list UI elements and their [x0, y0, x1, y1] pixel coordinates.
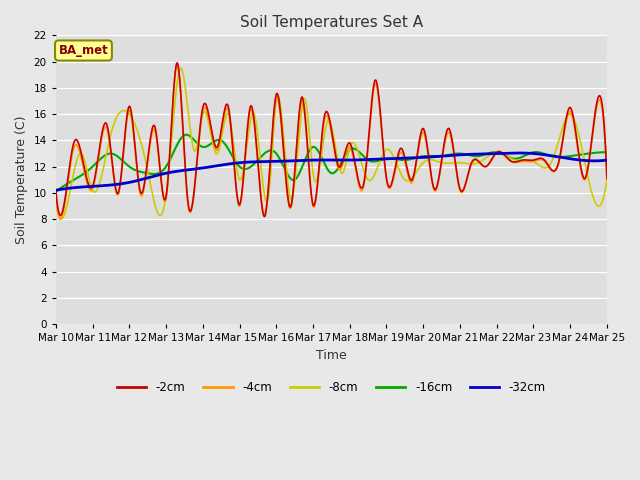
-2cm: [308, 195, 316, 201]
-4cm: [52, 194, 60, 200]
-8cm: [117, 108, 125, 114]
-2cm: [173, 60, 181, 66]
-4cm: [308, 196, 316, 202]
-2cm: [287, 204, 294, 210]
-32cm: [117, 181, 125, 187]
-32cm: [52, 187, 60, 193]
-4cm: [287, 205, 294, 211]
-2cm: [366, 116, 374, 122]
Line: -32cm: -32cm: [56, 153, 607, 190]
Text: BA_met: BA_met: [59, 44, 108, 57]
-32cm: [297, 157, 305, 163]
-32cm: [603, 157, 611, 163]
-16cm: [307, 145, 315, 151]
-16cm: [603, 149, 611, 155]
-32cm: [365, 156, 373, 162]
-32cm: [95, 183, 102, 189]
Title: Soil Temperatures Set A: Soil Temperatures Set A: [240, 15, 423, 30]
-16cm: [95, 158, 102, 164]
Y-axis label: Soil Temperature (C): Soil Temperature (C): [15, 116, 28, 244]
Line: -4cm: -4cm: [56, 66, 607, 219]
-32cm: [307, 157, 315, 163]
-16cm: [286, 175, 294, 181]
-2cm: [95, 152, 102, 158]
-8cm: [95, 183, 102, 189]
-4cm: [603, 177, 611, 183]
-4cm: [173, 63, 181, 69]
-2cm: [117, 175, 125, 180]
-2cm: [52, 187, 60, 193]
-2cm: [298, 94, 306, 100]
-16cm: [52, 189, 60, 194]
-16cm: [366, 158, 374, 164]
X-axis label: Time: Time: [316, 349, 347, 362]
-16cm: [117, 156, 125, 162]
Line: -2cm: -2cm: [56, 63, 607, 216]
-2cm: [603, 176, 611, 181]
-2cm: [260, 214, 268, 219]
-4cm: [366, 120, 374, 125]
-8cm: [287, 196, 294, 202]
-32cm: [286, 158, 294, 164]
-4cm: [56, 216, 64, 222]
-16cm: [182, 132, 190, 138]
-32cm: [515, 150, 522, 156]
-8cm: [298, 107, 306, 113]
-8cm: [52, 195, 60, 201]
-8cm: [603, 177, 611, 183]
-8cm: [58, 216, 65, 222]
Line: -16cm: -16cm: [56, 135, 607, 192]
Legend: -2cm, -4cm, -8cm, -16cm, -32cm: -2cm, -4cm, -8cm, -16cm, -32cm: [112, 377, 550, 399]
-4cm: [298, 98, 306, 104]
-4cm: [95, 153, 102, 159]
-16cm: [298, 166, 305, 171]
Line: -8cm: -8cm: [56, 68, 607, 219]
-8cm: [177, 65, 185, 71]
-8cm: [308, 159, 316, 165]
-4cm: [117, 173, 125, 179]
-8cm: [366, 178, 374, 183]
